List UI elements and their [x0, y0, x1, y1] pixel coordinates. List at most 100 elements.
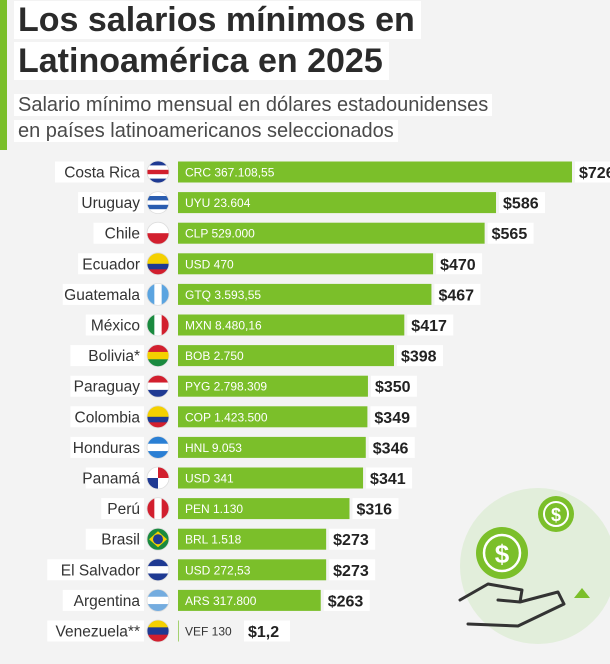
brazil-flag-icon [147, 528, 169, 551]
bar [178, 467, 364, 489]
value-label: $263 [328, 593, 364, 610]
flag-outline [146, 160, 170, 184]
value-label: $565 [492, 226, 528, 243]
flag-outline [146, 466, 170, 490]
value-label-bg [434, 283, 481, 305]
honduras-flag-icon [147, 436, 169, 459]
paraguay-flag-icon [147, 375, 169, 398]
local-currency-label: PYG 2.798.309 [185, 380, 267, 394]
svg-text:$: $ [551, 505, 561, 525]
flag-outline [146, 252, 170, 276]
bar-chart: Costa Rica CRC 367.108,55 $726 Uruguay UYU 2… [47, 160, 610, 643]
category-label: México [91, 318, 140, 335]
category-label: Costa Rica [64, 165, 140, 182]
value-label-bg [407, 314, 454, 336]
bar [178, 314, 405, 336]
ecuador-flag-icon [147, 252, 169, 275]
flag-outline [146, 619, 170, 643]
category-label: El Salvador [61, 562, 140, 579]
chile-flag-icon [147, 222, 169, 245]
bar [178, 375, 368, 397]
title-line-1: Los salarios mínimos en [14, 1, 421, 39]
category-label: Chile [105, 226, 140, 243]
category-label: Uruguay [81, 195, 140, 212]
category-label-bg [55, 161, 144, 183]
title-line-2: Latinoamérica en 2025 [14, 42, 389, 80]
value-label: $398 [401, 349, 437, 366]
local-currency-label: CLP 529.000 [185, 227, 255, 241]
uruguay-flag-icon [147, 191, 169, 214]
value-label: $346 [373, 440, 409, 457]
page-title: Los salarios mínimos en Latinoamérica en… [14, 0, 421, 82]
value-label-bg [487, 222, 534, 244]
value-label-bg [323, 589, 370, 611]
flag-outline [146, 344, 170, 368]
category-label-bg [85, 314, 144, 336]
category-label: Argentina [74, 593, 141, 610]
local-currency-label: COP 1.423.500 [185, 410, 268, 424]
costa-rica-flag-icon [147, 161, 169, 183]
value-label-bg [499, 192, 546, 214]
value-label: $349 [374, 410, 410, 427]
category-label-bg [47, 559, 144, 581]
local-currency-label: VEF 130 [185, 625, 232, 639]
value-label: $470 [440, 257, 476, 274]
category-label: Honduras [73, 440, 140, 457]
value-label-bg [396, 345, 443, 367]
value-label-bg [352, 498, 399, 520]
value-label: $586 [503, 196, 539, 213]
category-label-bg [62, 589, 145, 611]
flag-outline [146, 497, 170, 521]
category-label: Panamá [82, 471, 140, 488]
category-label-bg [101, 498, 144, 520]
value-label-bg [329, 528, 376, 550]
flag-outline [146, 405, 170, 429]
subtitle-line-1: Salario mínimo mensual en dólares estado… [14, 94, 493, 116]
colombia-flag-icon [147, 405, 169, 428]
bar [178, 620, 179, 642]
local-currency-label: GTQ 3.593,55 [185, 288, 261, 302]
local-currency-label: HNL 9.053 [185, 441, 242, 455]
svg-text:$: $ [495, 539, 510, 569]
local-currency-label: BRL 1.518 [185, 533, 242, 547]
bar [178, 192, 497, 214]
bar [178, 528, 327, 550]
mexico-flag-icon [147, 314, 169, 336]
value-label-bg [436, 253, 483, 275]
value-label: $726 [579, 165, 610, 182]
venezuela-flag-icon [147, 620, 169, 642]
category-label: Bolivia* [88, 348, 140, 365]
bar [178, 436, 366, 458]
peru-flag-icon [147, 497, 169, 520]
category-label-bg [70, 345, 144, 367]
value-label-bg [370, 375, 417, 397]
local-currency-label: PEN 1.130 [185, 502, 243, 516]
category-label-bg [85, 467, 144, 489]
bar [178, 406, 368, 428]
category-label-bg [70, 436, 144, 458]
value-label: $273 [333, 532, 369, 549]
argentina-flag-icon [147, 589, 169, 612]
accent-bar [0, 0, 7, 150]
value-label: $350 [375, 379, 411, 396]
category-label-bg [85, 528, 144, 550]
value-label-bg [366, 467, 413, 489]
local-currency-label: USD 470 [185, 257, 234, 271]
category-label: Colombia [75, 409, 141, 426]
bar [178, 253, 434, 275]
category-label-bg [70, 375, 144, 397]
bar [178, 498, 350, 520]
panama-flag-icon [147, 467, 169, 489]
bar [178, 589, 321, 611]
guatemala-flag-icon [147, 283, 169, 306]
value-label: $341 [370, 471, 406, 488]
category-label-bg [93, 222, 144, 244]
category-label-bg [78, 192, 144, 214]
bar [178, 283, 432, 305]
bar [178, 345, 394, 367]
category-label: Venezuela** [56, 624, 140, 641]
category-label: Paraguay [74, 379, 141, 396]
flag-outline [146, 191, 170, 214]
el-salvador-flag-icon [147, 558, 169, 581]
local-currency-label: UYU 23.604 [185, 196, 251, 210]
